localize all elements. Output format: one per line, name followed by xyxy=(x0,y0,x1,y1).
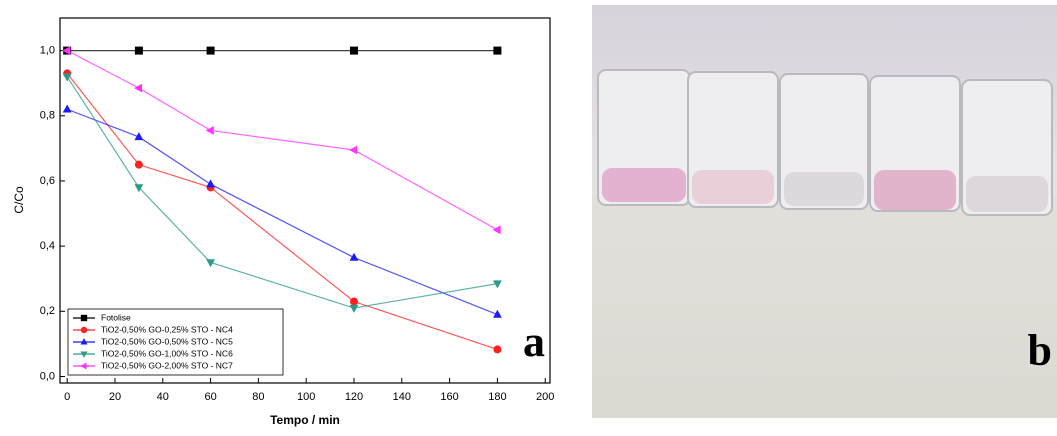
marker xyxy=(493,345,501,353)
x-tick-label: 60 xyxy=(204,391,216,403)
marker xyxy=(81,327,87,333)
x-tick-label: 0 xyxy=(64,391,70,403)
x-axis-label: Tempo / min xyxy=(270,413,340,427)
x-tick-label: 120 xyxy=(345,391,363,403)
x-tick-label: 200 xyxy=(536,391,554,403)
x-tick-label: 160 xyxy=(440,391,458,403)
y-tick-label: 1,0 xyxy=(40,44,55,56)
page: b C/Co Tempo / min a 0,0 0,2 0,4 0,6 0,8 1,0 0… xyxy=(0,0,1057,431)
marker xyxy=(493,47,501,55)
legend-label: TiO2-0,50% GO-1,00% STO - NC6 xyxy=(101,348,233,358)
y-tick-label: 0,2 xyxy=(40,305,55,317)
figure: b C/Co Tempo / min a 0,0 0,2 0,4 0,6 0,8 1,0 0… xyxy=(0,0,1057,431)
y-axis-label: C/Co xyxy=(12,186,26,214)
marker xyxy=(350,298,358,306)
legend-label: TiO2-0,50% GO-0,25% STO - NC4 xyxy=(101,324,233,334)
y-tick-label: 0,8 xyxy=(40,110,55,122)
marker xyxy=(135,47,143,55)
x-tick-label: 40 xyxy=(157,391,169,403)
x-tick-label: 180 xyxy=(488,391,506,403)
marker xyxy=(135,161,143,169)
y-tick-label: 0,4 xyxy=(40,240,55,252)
y-tick-label: 0,6 xyxy=(40,175,55,187)
legend: Fotolise TiO2-0,50% GO-0,25% STO - NC4 TiO… xyxy=(68,309,283,375)
legend-label: TiO2-0,50% GO-0,50% STO - NC5 xyxy=(101,336,233,346)
panel-label: a xyxy=(523,317,545,366)
y-tick-label: 0,0 xyxy=(40,370,55,382)
x-tick-label: 140 xyxy=(393,391,411,403)
marker xyxy=(350,47,358,55)
photo: b xyxy=(592,5,1057,418)
legend-label: Fotolise xyxy=(101,312,131,322)
marker xyxy=(207,47,215,55)
marker xyxy=(81,315,87,321)
x-tick-label: 100 xyxy=(297,391,315,403)
x-tick-label: 80 xyxy=(252,391,264,403)
legend-label: TiO2-0,50% GO-2,00% STO - NC7 xyxy=(101,360,233,370)
x-tick-label: 20 xyxy=(109,391,121,403)
panel-label: b xyxy=(1028,326,1052,375)
